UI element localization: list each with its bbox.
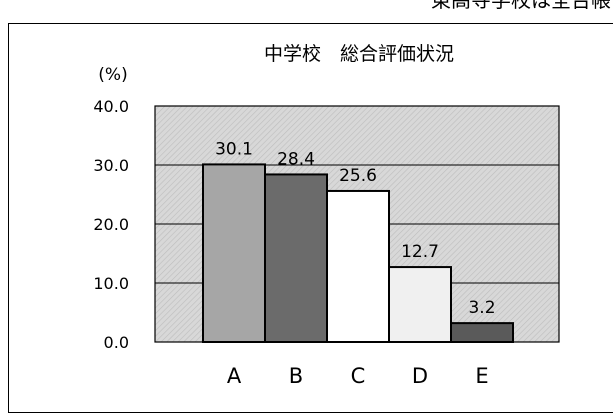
y-tick-label: 40.0: [93, 97, 129, 116]
header-text-fragment: 東高寺学校は全台帳: [0, 0, 613, 14]
data-label: 25.6: [339, 166, 377, 186]
y-tick-labels: 0.0 10.0 20.0 30.0 40.0: [93, 97, 129, 352]
bars: [202, 163, 514, 344]
data-label: 3.2: [468, 298, 495, 318]
y-tick-label: 30.0: [93, 156, 129, 175]
bar-d: [388, 266, 452, 344]
x-tick-label: C: [351, 364, 366, 388]
bar-b: [264, 173, 328, 343]
y-axis-unit-label: (%): [98, 65, 127, 85]
y-tick-label: 20.0: [93, 215, 129, 234]
x-tick-label: D: [412, 364, 428, 388]
data-label: 28.4: [277, 149, 315, 169]
y-tick-label: 0.0: [104, 333, 129, 352]
x-tick-label: E: [475, 364, 488, 388]
chart-title: 中学校 総合評価状況: [264, 43, 454, 65]
data-label: 12.7: [401, 242, 439, 262]
bar-c: [326, 189, 390, 343]
bar-e: [450, 322, 514, 343]
data-label: 30.1: [215, 139, 253, 159]
x-tick-labels: A B C D E: [227, 364, 489, 388]
data-labels: 30.1 28.4 25.6 12.7 3.2: [215, 139, 495, 318]
y-tick-label: 10.0: [93, 274, 129, 293]
chart-svg: 中学校 総合評価状況 (%) 30.1 28.4 25.6 12.7 3.2 0.0 10…: [93, 43, 560, 388]
x-tick-label: A: [227, 364, 242, 388]
bar-a: [202, 163, 266, 343]
x-tick-label: B: [289, 364, 303, 388]
chart-frame: 中学校 総合評価状況 (%) 30.1 28.4 25.6 12.7 3.2 0.0 10…: [8, 23, 613, 413]
header-text: 東高寺学校は全台帳: [431, 0, 611, 12]
